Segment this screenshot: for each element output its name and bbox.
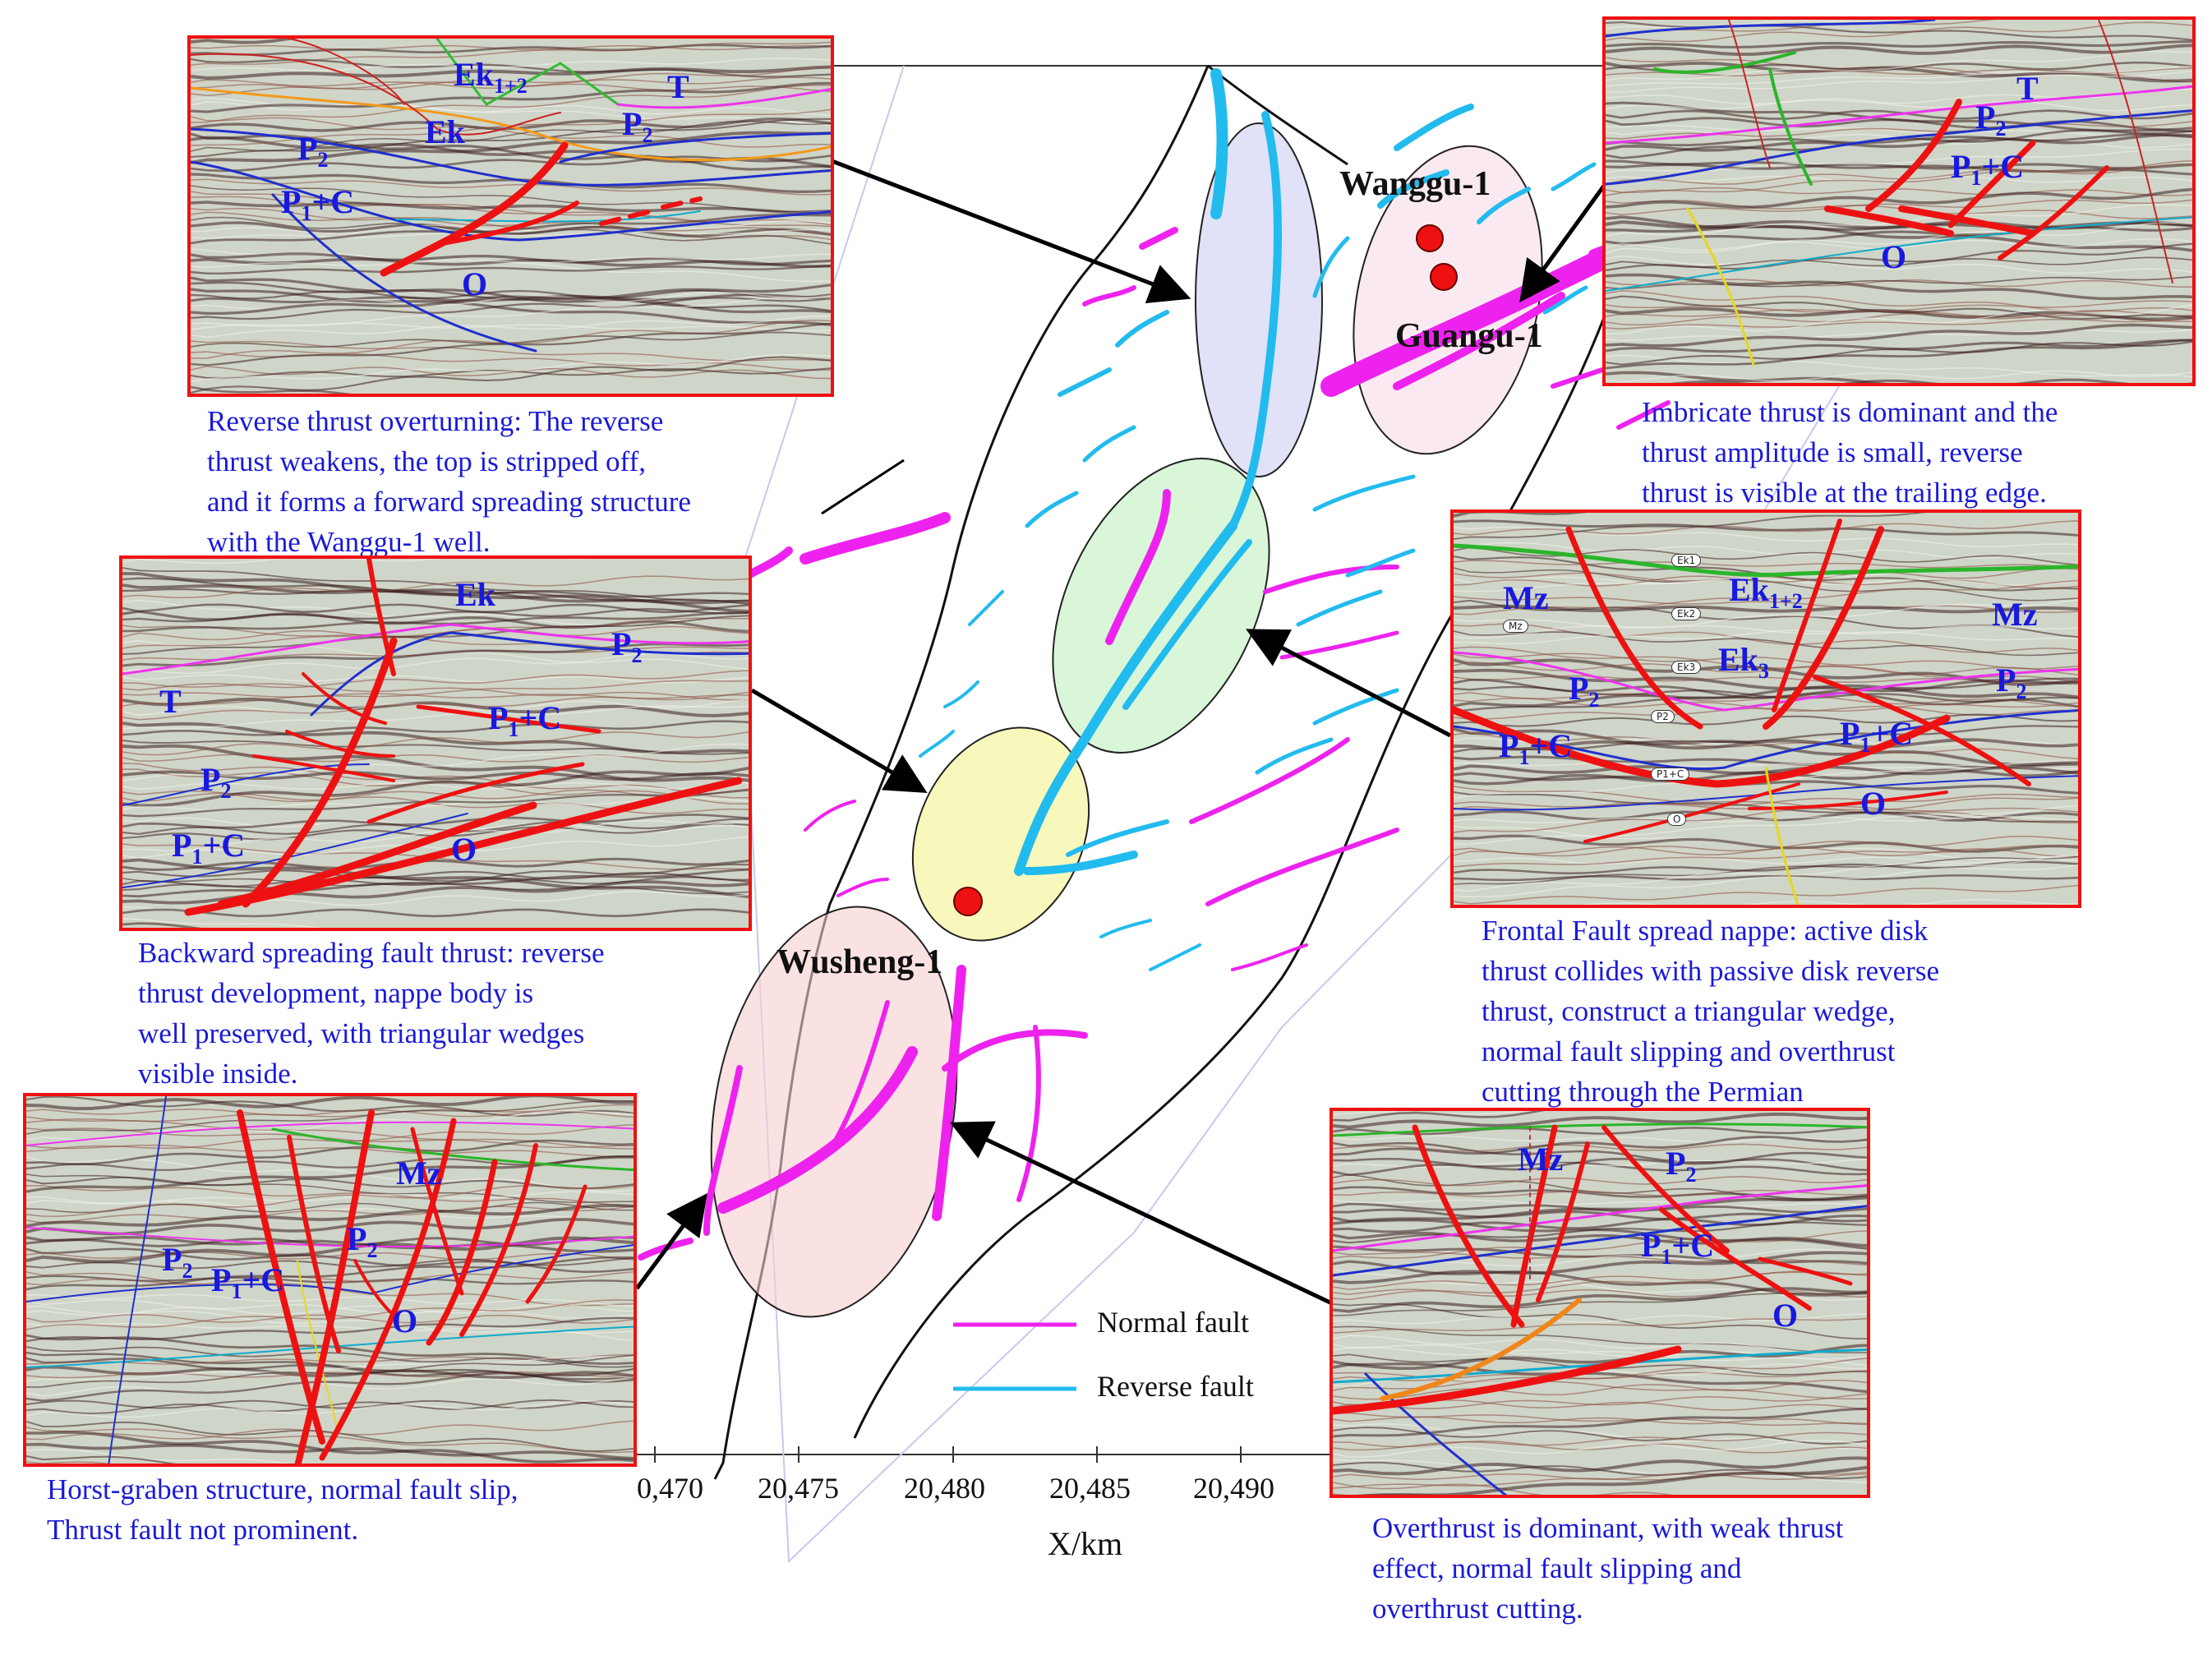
mini-label: Ek2 [1671, 607, 1702, 620]
horizon-label-p1c: P1+C [172, 827, 246, 869]
seismic-panel-bottom-left: Mz P2 P2 P1+C O [23, 1093, 637, 1467]
seismic-panel-middle-left: Ek T P2 P2 P1+C P1+C O [119, 556, 752, 931]
basin-boundary-east [853, 188, 1645, 1439]
well-label-guangu-1: Guangu-1 [1395, 317, 1543, 355]
horizon-label-p2: P2 [1666, 1145, 1697, 1187]
seismic-section [1606, 20, 2192, 383]
horizon-label-o: O [1772, 1297, 1799, 1334]
seismic-reflectors [26, 1096, 634, 1464]
well-label-wanggu-1: Wanggu-1 [1339, 165, 1491, 203]
zone-ellipse-blue [1195, 122, 1323, 477]
seismic-section [191, 39, 831, 394]
pointer-arrows [634, 158, 1613, 1307]
caption-top-right: Imbricate thrust is dominant and the thru… [1642, 396, 2058, 509]
seismic-section [122, 559, 749, 928]
horizon-label-p1c: P1+C [488, 699, 562, 741]
seismic-panel-bottom-right: Mz P2 P1+C O [1330, 1108, 1870, 1498]
legend-label-normal-fault: Normal fault [1097, 1306, 1249, 1339]
seismic-section [1333, 1111, 1867, 1495]
well-label-wusheng-1: Wusheng-1 [777, 943, 943, 981]
horizon-label-t: T [159, 683, 182, 720]
x-tick-label: 20,475 [758, 1472, 839, 1505]
x-tick-label: 0,470 [637, 1472, 703, 1505]
horizon-label-mz: Mz [1503, 579, 1549, 616]
horizon-label-mz: Mz [396, 1155, 442, 1192]
horizon-label-o: O [451, 831, 477, 868]
mini-label: Ek3 [1671, 661, 1702, 674]
seismic-panel-top-right: T P2 P1+C O [1602, 16, 2196, 386]
horizon-label-p1c: P1+C [1951, 148, 2025, 190]
horizon-label-t: T [667, 68, 689, 105]
horizon-label-p2: P2 [1996, 662, 2027, 703]
well-marker-wanggu-1 [1416, 224, 1444, 252]
zone-ellipse-pink-top [1353, 145, 1543, 455]
mini-label: Ek1 [1671, 554, 1702, 567]
seismic-panel-top-left: Ek1+2 Ek T P2 P2 P1+C O [187, 35, 834, 397]
horizon-label-p2: P2 [611, 625, 643, 667]
horizon-label-p2: P2 [200, 761, 232, 803]
well-markers [953, 224, 1458, 916]
horizon-label-p2: P2 [297, 130, 329, 172]
horizon-label-t: T [2016, 70, 2039, 107]
caption-bottom-left: Horst-graben structure, normal fault sli… [47, 1473, 518, 1546]
mini-label: P1+C [1651, 768, 1690, 781]
well-marker-wusheng-1 [953, 887, 983, 916]
horizon-label-p1c: P1+C [211, 1261, 285, 1303]
mini-label: P2 [1651, 710, 1675, 723]
caption-middle-left: Backward spreading fault thrust: reverse… [138, 937, 605, 1090]
caption-bottom-right: Overthrust is dominant, with weak thrust… [1372, 1512, 1844, 1625]
well-marker-guangu-1 [1430, 263, 1458, 291]
x-axis-label: X/km [1048, 1525, 1123, 1562]
horizon-label-p1c: P1+C [281, 183, 355, 225]
horizon-label-ek12: Ek1+2 [1729, 571, 1803, 613]
caption-top-left: Reverse thrust overturning: The reverse t… [207, 405, 691, 558]
caption-middle-right: Frontal Fault spread nappe: active disk t… [1482, 915, 1939, 1108]
mini-label: Mz [1503, 620, 1528, 633]
horizon-label-p2: P2 [347, 1220, 378, 1262]
seismic-section [26, 1096, 634, 1464]
horizon-label-o: O [392, 1302, 418, 1339]
x-tick-label: 20,480 [904, 1472, 985, 1505]
seismic-reflectors [1606, 20, 2192, 383]
seismic-reflectors [1333, 1111, 1867, 1495]
seismic-section [1454, 513, 2078, 905]
horizon-label-p1c: P1+C [1499, 727, 1573, 769]
horizon-label-o: O [462, 265, 488, 302]
horizon-label-p2: P2 [1975, 99, 2007, 141]
horizon-label-p1c: P1+C [1641, 1227, 1715, 1269]
horizon-label-mz: Mz [1992, 596, 2038, 633]
horizon-label-p2: P2 [622, 105, 653, 147]
horizon-label-p2: P2 [162, 1241, 193, 1283]
x-tick-label: 20,490 [1193, 1472, 1274, 1505]
horizon-label-mz: Mz [1518, 1141, 1564, 1178]
reverse-faults [919, 68, 1597, 971]
seismic-panel-middle-right: Ek1 Ek2 Ek3 P2 P1+C O Mz Mz Mz Ek1+2 Ek3… [1450, 509, 2081, 908]
horizon-label-o: O [1881, 238, 1907, 275]
horizon-label-p2: P2 [1569, 670, 1600, 712]
horizon-label-ek: Ek [425, 113, 465, 150]
x-axis-ticks [654, 1446, 1242, 1463]
horizon-label-o: O [1860, 785, 1887, 822]
seismic-reflectors [191, 39, 831, 394]
zone-ellipse-green [1052, 458, 1270, 754]
mini-label: O [1667, 813, 1687, 826]
horizon-label-ek: Ek [455, 576, 495, 613]
horizon-label-ek3: Ek3 [1718, 641, 1769, 683]
seismic-reflectors [122, 559, 749, 928]
horizon-label-ek12: Ek1+2 [454, 56, 528, 98]
x-tick-label: 20,485 [1049, 1472, 1131, 1505]
horizon-label-p1c: P1+C [1840, 715, 1914, 757]
legend-label-reverse-fault: Reverse fault [1097, 1370, 1254, 1403]
